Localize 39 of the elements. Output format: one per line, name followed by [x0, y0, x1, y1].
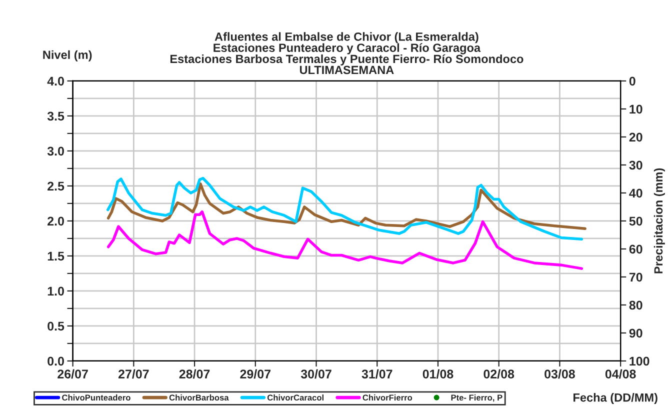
y-tick-label: 0.0: [48, 356, 64, 366]
y2-tick-label: 90: [629, 328, 642, 338]
y-tick-label: 3.0: [47, 146, 64, 156]
y2-tick-label: 40: [629, 188, 642, 198]
legend-label: ChivorBarbosa: [169, 394, 229, 401]
y-axis-title: Nivel (m): [43, 50, 92, 62]
x-tick-label: 04/08: [605, 369, 636, 379]
x-tick-label: 01/08: [422, 369, 454, 379]
y2-tick-label: 100: [630, 356, 650, 366]
y-tick-label: 3.5: [47, 112, 64, 121]
y2-tick-label: 50: [629, 216, 642, 226]
y2-tick-label: 80: [629, 300, 642, 310]
y2-tick-label: 0: [629, 76, 636, 86]
y-tick-label: 1.5: [48, 252, 64, 261]
y-tick-label: 4.0: [47, 76, 64, 86]
legend-label: ChivorCaracol: [267, 394, 324, 401]
x-tick-label: 31/07: [362, 369, 392, 379]
legend-label: Pte- Fierro, P: [451, 394, 502, 402]
y-tick-label: 2.5: [48, 182, 64, 191]
x-tick-label: 02/08: [484, 369, 514, 379]
x-tick-label: 27/07: [118, 369, 149, 379]
y2-tick-label: 10: [630, 104, 642, 114]
x-tick-label: 30/07: [300, 369, 332, 379]
y2-tick-label: 30: [629, 160, 642, 170]
x-tick-label: 03/08: [544, 369, 575, 379]
legend-label: ChivoPunteadero: [62, 394, 130, 401]
x-axis-title: Fecha (DD/MM): [574, 393, 658, 404]
y2-tick-label: 70: [629, 272, 642, 282]
chart-title: Afluentes al Embalse de Chivor (La Esmeralda) Estaciones Punteadero y Caracol - Río Garagoa Estaciones Barbosa Termales y Puente Fierro- Río Somondoco ULTIMASEMANA: [170, 32, 524, 74]
legend-label: ChivorFierro: [362, 394, 412, 401]
y-tick-label: 2.0: [48, 216, 64, 226]
x-tick-label: 29/07: [240, 369, 270, 379]
x-tick-label: 26/07: [58, 369, 88, 379]
y2-tick-label: 60: [629, 244, 642, 254]
y-tick-label: 1.0: [48, 286, 64, 296]
x-tick-label: 28/07: [179, 369, 210, 379]
y2-axis-title: Precipitacion (mm): [654, 168, 665, 274]
y2-tick-label: 20: [629, 132, 642, 142]
y-tick-label: 0.5: [48, 322, 64, 331]
